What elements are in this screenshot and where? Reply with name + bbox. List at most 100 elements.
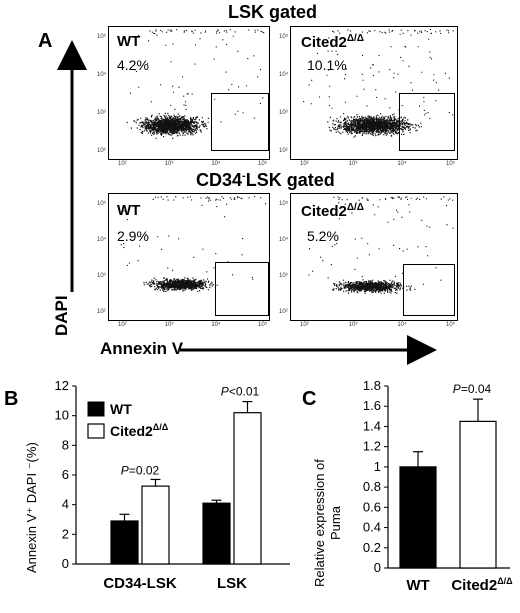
chart-c-ytick-label: 0.2 bbox=[363, 540, 381, 555]
panel-letter-a: A bbox=[38, 30, 53, 52]
flow-x-tick: 10⁵ bbox=[446, 322, 456, 328]
flow-x-tick: 10³ bbox=[348, 161, 358, 167]
chart-b-ytick-label: 12 bbox=[55, 378, 69, 393]
flow-y-tick: 10² bbox=[279, 309, 288, 315]
flow-x-tick: 10³ bbox=[164, 322, 174, 328]
flow-dots bbox=[123, 29, 265, 140]
flow-dot-cloud bbox=[303, 29, 454, 138]
chart-b-ytick-label: 0 bbox=[62, 556, 69, 571]
flow-y-tick: 10⁵ bbox=[97, 34, 107, 40]
chart-b-bar bbox=[233, 412, 262, 565]
annexin-gate bbox=[215, 262, 269, 316]
flow-plot-lsk-cited2: Cited2Δ/Δ 10.1% bbox=[290, 26, 458, 160]
flow-x-tick: 10² bbox=[118, 322, 127, 328]
flow-y-tick: 10⁴ bbox=[279, 72, 289, 78]
chart-b-bar bbox=[110, 520, 139, 565]
chart-b-ytick-label: 2 bbox=[62, 526, 69, 541]
annexin-gate bbox=[403, 264, 455, 316]
flow-y-tick: 10³ bbox=[279, 110, 288, 116]
chart-b-pvalue: P=0.02 bbox=[121, 463, 160, 477]
annexin-gate bbox=[399, 93, 455, 151]
panel-letter-c: C bbox=[302, 388, 317, 410]
chart-b-legend-wt: WT bbox=[110, 401, 132, 417]
chart-c-bar bbox=[399, 466, 437, 569]
flow-plot-cd34-cited2: Cited2Δ/Δ 5.2% bbox=[290, 193, 458, 321]
chart-c-bar bbox=[459, 420, 497, 569]
chart-b-ytick-label: 4 bbox=[62, 497, 69, 512]
plot-label: Cited2Δ/Δ bbox=[301, 202, 364, 220]
chart-b-ytick-label: 10 bbox=[55, 408, 69, 423]
flow-dot-cloud bbox=[123, 29, 265, 140]
chart-b-category-label: CD34-LSK bbox=[103, 575, 177, 592]
plot-label: Cited2Δ/Δ bbox=[301, 33, 364, 51]
flow-x-tick: 10⁵ bbox=[446, 161, 456, 167]
chart-c-pvalue: P=0.04 bbox=[453, 382, 492, 396]
plot-percent: 5.2% bbox=[307, 228, 339, 244]
plot-percent: 10.1% bbox=[307, 57, 347, 73]
chart-c-ytick-label: 1 bbox=[374, 459, 381, 474]
flow-y-tick: 10⁵ bbox=[279, 34, 289, 40]
chart-c-ytick-label: 0.8 bbox=[363, 479, 381, 494]
y-axis-title-dapi: DAPI bbox=[52, 295, 71, 336]
flow-x-tick: 10⁴ bbox=[211, 322, 221, 328]
flow-x-tick: 10⁵ bbox=[258, 161, 268, 167]
flow-y-tick: 10⁴ bbox=[97, 237, 107, 243]
flow-x-tick: 10⁴ bbox=[397, 322, 407, 328]
chart-b-legend-swatch-wt bbox=[87, 401, 105, 417]
chart-b-ylabel: Annexin V⁺ DAPI ⁻(%) bbox=[24, 442, 39, 573]
chart-b-bar bbox=[141, 485, 170, 565]
flow-y-tick: 10³ bbox=[97, 110, 106, 116]
chart-b-legend-swatch-cited2 bbox=[87, 423, 105, 439]
plot-label: WT bbox=[117, 33, 141, 50]
chart-b-ytick-label: 8 bbox=[62, 437, 69, 452]
plot-percent: 2.9% bbox=[117, 228, 149, 244]
chart-c-ytick-label: 0.6 bbox=[363, 499, 381, 514]
flow-x-tick: 10³ bbox=[164, 161, 174, 167]
flow-x-tick: 10³ bbox=[348, 322, 358, 328]
chart-c-ylabel-wrap: Relative expression of Puma bbox=[312, 385, 362, 600]
plot-label: WT bbox=[117, 202, 141, 219]
chart-c-category-label: WT bbox=[406, 577, 429, 594]
flow-plot-lsk-wt: WT 4.2% bbox=[108, 26, 270, 160]
flow-y-tick: 10⁵ bbox=[279, 201, 289, 207]
row-title-cd34-lsk: CD34-LSK gated bbox=[196, 170, 335, 190]
chart-c-category-label: Cited2Δ/Δ bbox=[451, 576, 513, 594]
chart-b-pvalue: P<0.01 bbox=[221, 385, 260, 399]
chart-b-legend-cited2: Cited2Δ/Δ bbox=[110, 422, 169, 439]
flow-x-tick: 10² bbox=[300, 322, 309, 328]
flow-y-tick: 10⁴ bbox=[279, 237, 289, 243]
chart-c-ytick-label: 0.4 bbox=[363, 520, 381, 535]
flow-axis-arrows bbox=[57, 40, 437, 365]
flow-y-tick: 10⁵ bbox=[97, 201, 107, 207]
chart-c-ytick-label: 1.2 bbox=[363, 439, 381, 454]
flow-x-tick: 10⁴ bbox=[211, 161, 221, 167]
flow-y-tick: 10³ bbox=[279, 273, 288, 279]
chart-c: 0 0.2 0.4 0.6 0.8 1 1.2 1.4 1.6 1.8 WT Cited2Δ/Δ P=0… bbox=[363, 378, 513, 594]
chart-c-ytick-label: 1.4 bbox=[363, 418, 381, 433]
flow-y-tick: 10² bbox=[97, 148, 106, 154]
chart-b-bar bbox=[202, 502, 231, 565]
flow-y-tick: 10⁴ bbox=[97, 72, 107, 78]
flow-plot-cd34-wt: WT 2.9% bbox=[108, 193, 270, 321]
flow-y-tick: 10² bbox=[279, 148, 288, 154]
row-title-lsk: LSK gated bbox=[228, 2, 318, 22]
x-axis-title-annexin: Annexin V bbox=[100, 339, 184, 358]
flow-dots bbox=[303, 29, 454, 138]
panel-letter-b: B bbox=[4, 388, 19, 410]
flow-y-tick: 10³ bbox=[97, 273, 106, 279]
flow-x-tick: 10⁴ bbox=[397, 161, 407, 167]
chart-b-ylabel-wrap: Annexin V⁺ DAPI ⁻(%) bbox=[2, 395, 39, 610]
chart-b-category-label: LSK bbox=[217, 575, 247, 592]
plot-percent: 4.2% bbox=[117, 57, 149, 73]
chart-c-ytick-label: 1.8 bbox=[363, 378, 381, 393]
flow-y-tick: 10² bbox=[97, 309, 106, 315]
flow-x-tick: 10² bbox=[300, 161, 309, 167]
annexin-gate bbox=[211, 93, 269, 151]
flow-x-tick: 10⁵ bbox=[258, 322, 268, 328]
chart-c-ytick-label: 1.6 bbox=[363, 398, 381, 413]
flow-x-tick: 10² bbox=[118, 161, 127, 167]
chart-c-ylabel: Relative expression of Puma bbox=[312, 459, 343, 587]
chart-b: 0 2 4 6 8 10 12 CD34-LSK LSK P=0.02 P<0.01 WT Cited2… bbox=[55, 378, 290, 592]
chart-c-ytick-label: 0 bbox=[374, 560, 381, 575]
chart-b-ytick-label: 6 bbox=[62, 467, 69, 482]
